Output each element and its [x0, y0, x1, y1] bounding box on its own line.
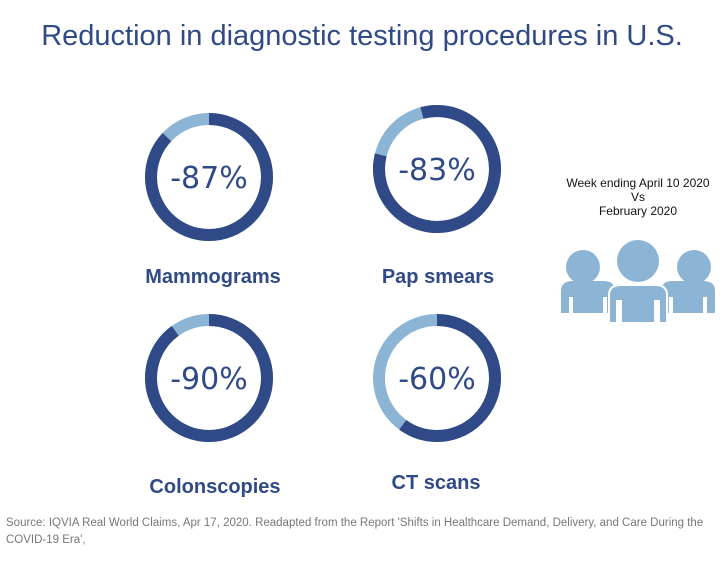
comparison-line-2: Vs	[630, 190, 645, 204]
donut-value-arc-0	[145, 113, 273, 241]
label-ct-scans: CT scans	[391, 472, 481, 494]
label-colonscopies: Colonscopies	[149, 476, 281, 498]
label-mammograms: Mammograms	[145, 266, 281, 288]
donut-value-arc-3	[373, 314, 501, 442]
page-title: Reduction in diagnostic testing procedur…	[41, 20, 683, 52]
comparison-line-1: Week ending April 10 2020	[566, 176, 710, 190]
people-group-icon	[561, 240, 715, 324]
donut-value-label: -90%	[170, 362, 248, 397]
donut-value-label: -87%	[170, 161, 248, 196]
comparison-line-3: February 2020	[598, 204, 678, 218]
source-note: Source: IQVIA Real World Claims, Apr 17,…	[6, 517, 704, 546]
label-pap-smears: Pap smears	[381, 266, 495, 288]
comparison-period: Week ending April 10 2020 Vs February 20…	[555, 176, 721, 218]
donut-value-label: -60%	[398, 362, 476, 397]
donut-value-label: -83%	[398, 153, 476, 188]
donut-value-arc-2	[145, 314, 273, 442]
donut-value-arc-1	[373, 105, 501, 233]
